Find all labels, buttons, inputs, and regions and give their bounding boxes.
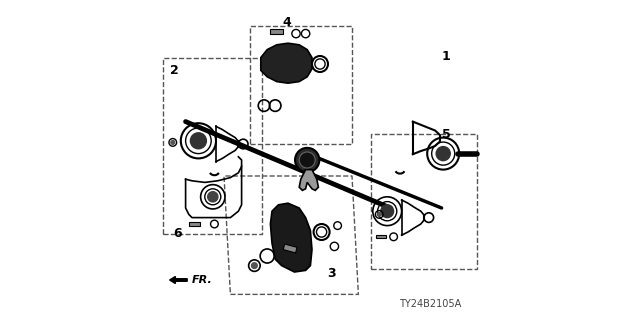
Text: FR.: FR. [192,275,212,285]
Circle shape [378,212,381,216]
Text: TY24B2105A: TY24B2105A [399,299,461,309]
Bar [283,244,297,253]
Polygon shape [261,43,312,83]
Circle shape [252,263,257,268]
Circle shape [300,152,316,168]
Polygon shape [270,203,312,272]
Text: 2: 2 [170,64,179,77]
Circle shape [171,140,175,144]
Text: 5: 5 [442,128,451,141]
Text: 3: 3 [327,267,335,280]
Text: 1: 1 [442,50,451,62]
Circle shape [436,147,451,161]
Circle shape [381,205,394,218]
Bar [189,222,200,226]
Text: 6: 6 [173,227,182,240]
Polygon shape [300,170,319,190]
FancyArrow shape [170,276,187,284]
Text: 4: 4 [282,16,291,29]
Circle shape [295,148,319,172]
Bar [270,29,282,34]
Circle shape [191,133,206,149]
Bar [376,235,385,238]
Circle shape [207,192,218,202]
